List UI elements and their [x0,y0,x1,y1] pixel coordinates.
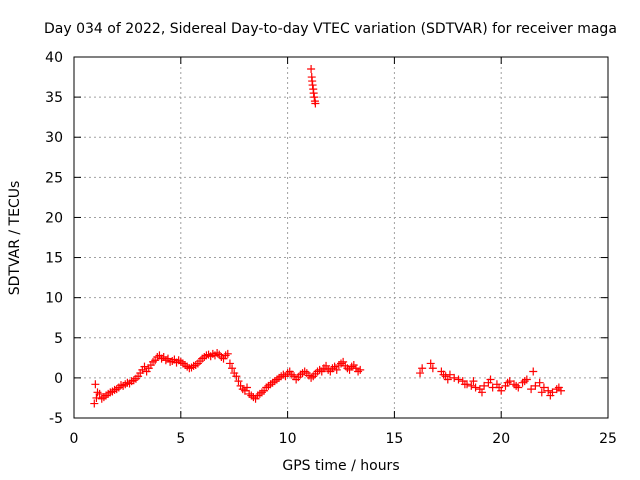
x-tick-label: 5 [176,431,185,447]
x-tick-label: 0 [70,431,79,447]
data-points [90,65,566,408]
data-point-marker [339,357,348,366]
y-tick-label: 5 [54,331,63,347]
y-axis-tick-labels: -5 0 5 10 15 20 25 30 35 40 [45,50,63,427]
data-point-marker [91,380,100,389]
data-point-marker [428,364,437,373]
data-point-marker [309,89,318,98]
y-axis-label: SDTVAR / TECUs [7,181,23,296]
y-tick-label: 15 [45,251,63,267]
data-point-marker [537,388,546,397]
data-point-marker [495,383,504,392]
data-point-marker [223,349,232,358]
data-point-marker [234,377,243,386]
data-point-marker [527,385,536,394]
data-point-marker [471,383,480,392]
grid-lines [74,57,608,418]
data-point-marker [535,378,544,387]
data-point-marker [503,378,512,387]
data-point-marker [467,381,476,390]
y-tick-label: 35 [45,90,63,106]
data-point-marker [443,375,452,384]
data-point-marker [486,375,495,384]
plot-area-frame [73,56,609,419]
data-point-marker [93,388,102,397]
data-point-marker [477,388,486,397]
data-point-marker [512,381,521,390]
x-axis-tick-labels: 0 5 10 15 20 25 [70,431,617,447]
data-point-marker [546,391,555,400]
data-point-marker [529,367,538,376]
data-point-marker [460,380,469,389]
data-point-marker [480,381,489,390]
data-point-marker [225,359,234,368]
data-point-marker [95,389,104,398]
data-point-marker [445,370,454,379]
y-tick-label: 25 [45,170,63,186]
x-tick-label: 15 [385,431,403,447]
y-tick-label: 0 [54,371,63,387]
data-point-marker [311,99,320,108]
data-point-marker [539,383,548,392]
data-point-marker [310,93,319,102]
data-point-marker [450,373,459,382]
chart-title: Day 034 of 2022, Sidereal Day-to-day VTE… [44,21,617,37]
data-point-marker [416,369,425,378]
y-tick-label: -5 [49,411,63,427]
data-point-marker [520,377,529,386]
data-point-marker [228,364,237,373]
x-tick-label: 10 [279,431,297,447]
y-tick-label: 20 [45,210,63,226]
data-point-marker [315,365,324,374]
data-point-marker [418,364,427,373]
data-point-marker [90,399,99,408]
x-axis-label: GPS time / hours [282,458,399,474]
data-point-marker [243,383,252,392]
data-point-marker [322,361,331,370]
data-point-marker [554,383,563,392]
data-point-marker [92,393,101,402]
x-tick-label: 25 [599,431,617,447]
data-point-marker [140,362,149,371]
data-point-marker [307,65,316,74]
data-point-marker [308,81,317,90]
data-point-marker [469,377,478,386]
axis-ticks [73,56,609,419]
y-tick-label: 40 [45,50,63,66]
data-point-marker [426,359,435,368]
data-point-marker [544,386,553,395]
data-point-marker [531,381,540,390]
data-point-marker [454,375,463,384]
data-point-marker [332,365,341,374]
data-point-marker [356,365,365,374]
y-tick-label: 10 [45,291,63,307]
y-tick-label: 30 [45,130,63,146]
data-point-marker [232,372,241,381]
x-tick-label: 20 [492,431,510,447]
